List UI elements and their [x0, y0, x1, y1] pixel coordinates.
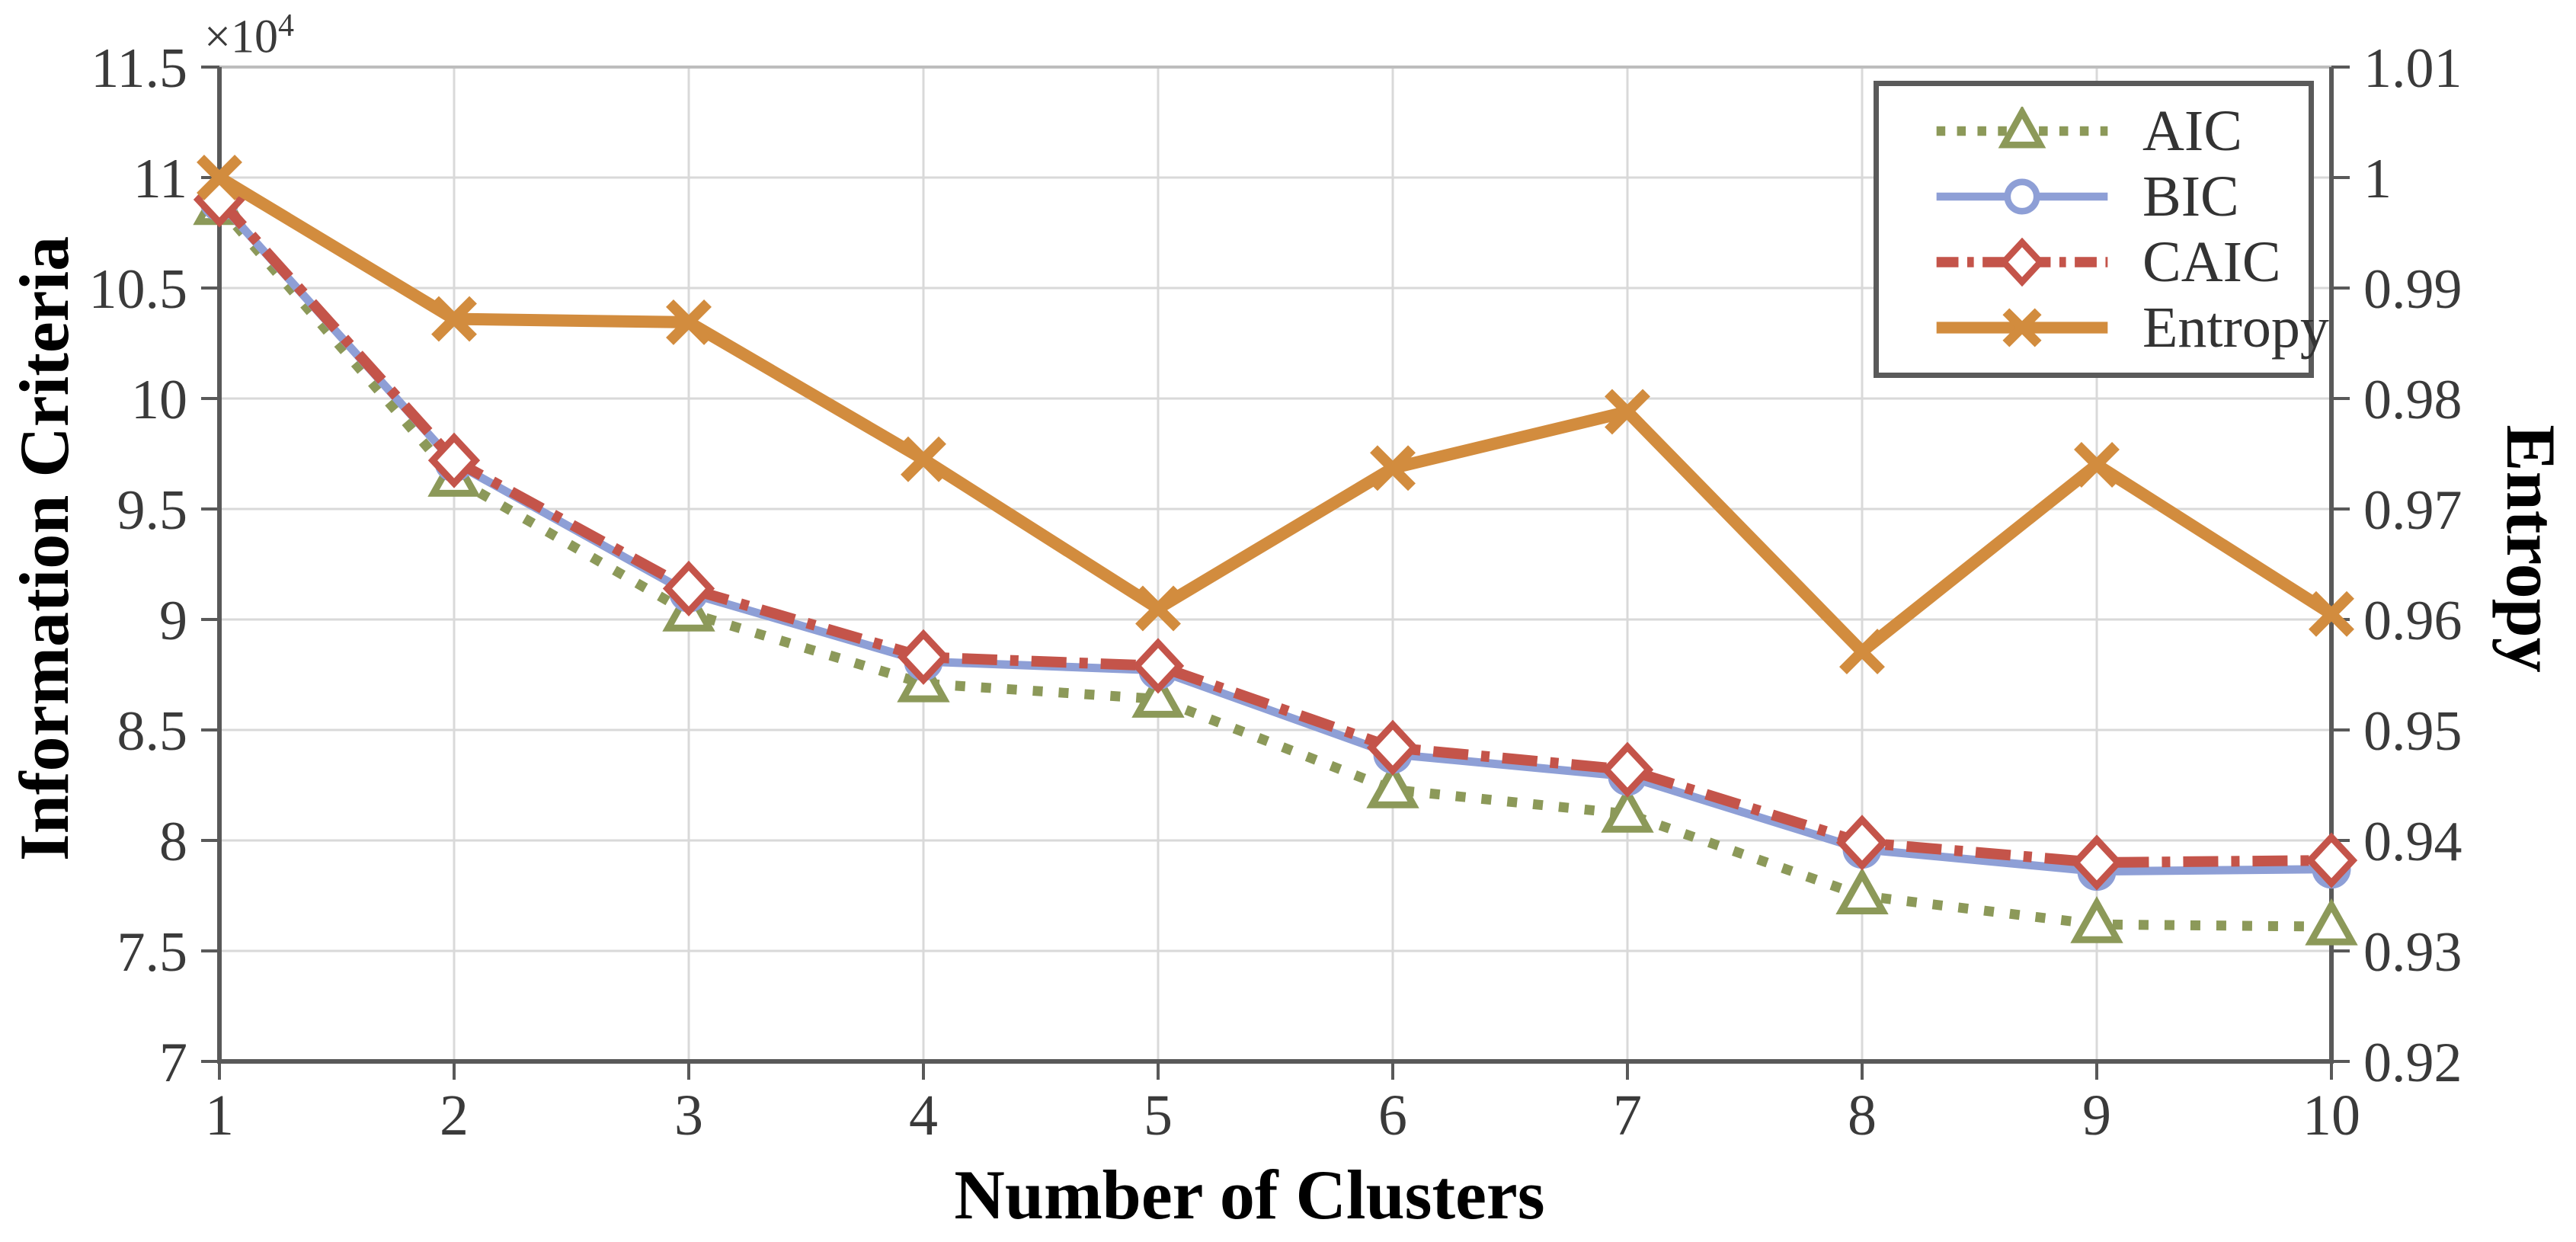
series-line-aic: [216, 203, 2332, 932]
y-right-tick-label: 0.95: [2363, 700, 2462, 763]
legend-swatch-entropy-icon: [1936, 308, 2108, 347]
series-marker-aic: [1366, 761, 1419, 808]
series-marker-entropy: [901, 436, 946, 482]
y-right-tick-label: 0.92: [2363, 1032, 2462, 1094]
series-marker-caic: [1131, 638, 1185, 694]
series-marker-entropy: [666, 299, 712, 345]
x-tick-label: 2: [440, 1084, 469, 1148]
legend-marker-circle-icon: [2004, 178, 2040, 215]
y-left-tick-label: 11.5: [91, 37, 187, 100]
legend-marker-diamond-icon: [1999, 238, 2045, 286]
series-marker-entropy: [2309, 591, 2354, 637]
y-left-tick-label: 7: [159, 1032, 187, 1094]
x-tick-label: 10: [2302, 1084, 2360, 1148]
series-marker-caic: [427, 432, 481, 488]
series-marker-aic: [1131, 671, 1185, 718]
series-marker-caic: [662, 560, 715, 616]
x-tick-label: 8: [1848, 1084, 1877, 1148]
y-left-tick-label: 9: [159, 590, 187, 652]
series-marker-caic: [1835, 815, 1889, 871]
y-right-tick-label: 1: [2363, 148, 2392, 210]
y-left-tick-label: 8.5: [117, 700, 188, 763]
series-marker-caic: [1366, 719, 1419, 776]
y-right-tick-label: 1.01: [2363, 37, 2462, 100]
series-marker-entropy: [197, 155, 242, 200]
legend-label-entropy: Entropy: [2142, 296, 2329, 360]
series-line-caic: [215, 196, 2332, 868]
legend-marker-triangle-icon: [1998, 107, 2046, 149]
x-tick-label: 9: [2082, 1084, 2111, 1148]
series-marker-entropy: [1605, 389, 1650, 435]
x-axis-title: Number of Clusters: [954, 1156, 1545, 1234]
legend-entry-aic: AIC: [1931, 102, 2301, 160]
y-right-axis-title: Entropy: [2492, 424, 2570, 673]
legend-swatch-bic-icon: [1936, 178, 2108, 215]
legend-label-aic: AIC: [2142, 99, 2242, 163]
legend-swatch-aic-icon: [1936, 107, 2108, 149]
x-tick-label: 6: [1378, 1084, 1407, 1148]
legend-marker-x-icon: [2002, 308, 2042, 347]
series-marker-aic: [2305, 898, 2358, 946]
y-left-tick-label: 10.5: [89, 258, 188, 321]
series-marker-caic: [2070, 834, 2123, 891]
y-right-tick-label: 0.97: [2363, 479, 2462, 542]
series-marker-aic: [2070, 896, 2123, 943]
legend-label-bic: BIC: [2142, 165, 2239, 229]
x-tick-label: 4: [909, 1084, 938, 1148]
y-right-tick-label: 0.94: [2363, 811, 2462, 873]
x-tick-label: 7: [1613, 1084, 1642, 1148]
series-marker-entropy: [1370, 445, 1416, 491]
y-left-tick-label: 11: [133, 148, 187, 210]
series-marker-caic: [2305, 832, 2358, 888]
series-marker-entropy: [431, 296, 477, 342]
x-tick-label: 3: [674, 1084, 703, 1148]
y-right-tick-label: 0.98: [2363, 369, 2462, 431]
y-left-axis-multiplier: ×104: [204, 8, 294, 65]
legend-swatch-caic-icon: [1936, 238, 2108, 286]
legend-box: AIC BIC CAIC Entropy: [1874, 81, 2329, 378]
series-marker-caic: [897, 629, 950, 685]
y-left-tick-label: 8: [159, 811, 187, 873]
series-marker-entropy: [2074, 442, 2120, 488]
legend-entry-caic: CAIC: [1931, 233, 2301, 291]
y-left-tick-label: 10: [131, 369, 187, 431]
x-tick-label: 5: [1144, 1084, 1173, 1148]
multiplier-base: ×10: [204, 11, 278, 63]
legend-entry-bic: BIC: [1931, 168, 2301, 226]
multiplier-exponent: 4: [277, 8, 294, 43]
y-left-axis-title: Information Criteria: [5, 235, 83, 862]
y-left-tick-label: 9.5: [117, 479, 188, 542]
series-marker-entropy: [1135, 585, 1181, 632]
x-tick-label: 1: [205, 1084, 234, 1148]
series-marker-entropy: [1839, 629, 1885, 674]
legend-label-caic: CAIC: [2142, 230, 2281, 294]
y-right-tick-label: 0.93: [2363, 921, 2462, 984]
series-marker-aic: [1835, 867, 1889, 914]
series-line-entropy: [216, 172, 2335, 658]
y-left-tick-label: 7.5: [117, 921, 188, 984]
legend-entry-entropy: Entropy: [1931, 299, 2329, 357]
series-marker-caic: [1601, 741, 1654, 798]
series-marker-aic: [1601, 786, 1654, 833]
y-right-tick-label: 0.99: [2363, 258, 2462, 321]
y-right-tick-label: 0.96: [2363, 590, 2462, 652]
